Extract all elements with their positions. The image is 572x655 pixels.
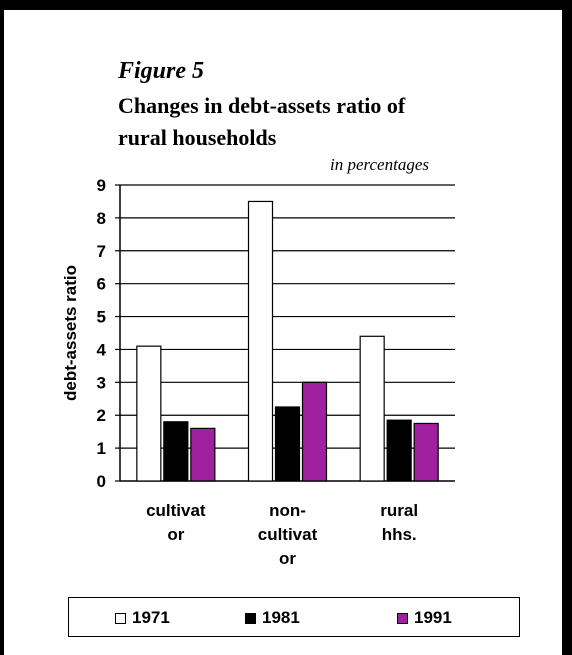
legend-label: 1991 <box>414 608 452 627</box>
y-tick-label: 4 <box>97 340 107 359</box>
y-tick-label: 9 <box>97 176 106 195</box>
legend-swatch <box>397 612 408 624</box>
legend-item-1971: 1971 <box>115 608 170 628</box>
bar-1971-2 <box>359 335 385 482</box>
bar-chart: 0 1 2 3 4 5 6 7 8 9 debt-assets ratio cultivat or non… <box>61 176 455 568</box>
bar-1971-1 <box>247 200 274 482</box>
x-category-label: rural <box>380 501 418 520</box>
y-tick-label: 6 <box>97 275 106 294</box>
chart-subtitle: in percentages <box>330 155 429 174</box>
legend-label: 1981 <box>262 608 300 627</box>
y-tick-label: 1 <box>97 439 106 458</box>
x-category-label: or <box>279 549 296 568</box>
x-category-label: cultivat <box>258 525 318 544</box>
bar-1991-1 <box>301 381 328 482</box>
legend-label: 1971 <box>132 608 170 627</box>
bar-1991-2 <box>413 422 439 482</box>
legend-swatch <box>115 612 126 624</box>
y-tick-label: 8 <box>97 209 106 228</box>
y-tick-label: 7 <box>97 242 106 261</box>
legend-item-1981: 1981 <box>245 608 300 628</box>
bar-1991-0 <box>190 427 216 482</box>
y-tick-label: 3 <box>97 373 106 392</box>
chart-legend: 1971 1981 1991 <box>68 597 520 637</box>
y-axis-label: debt-assets ratio <box>61 265 80 401</box>
figure-label: Figure 5 <box>118 58 205 84</box>
bar-1981-0 <box>163 421 189 482</box>
legend-swatch <box>245 612 256 624</box>
chart-title-line-1: Changes in debt-assets ratio of <box>118 93 406 118</box>
x-category-label: non- <box>269 501 306 520</box>
chart-title-line-2: rural households <box>118 125 277 150</box>
y-tick-label: 2 <box>97 406 106 425</box>
legend-item-1991: 1991 <box>397 608 452 628</box>
x-category-label: or <box>167 525 184 544</box>
y-tick-label: 5 <box>97 308 106 327</box>
bar-1981-1 <box>274 406 301 482</box>
x-category-label: cultivat <box>146 501 206 520</box>
x-category-label: hhs. <box>382 525 417 544</box>
bar-1981-2 <box>386 419 412 482</box>
bar-1971-0 <box>136 345 162 482</box>
y-tick-label: 0 <box>97 472 106 491</box>
